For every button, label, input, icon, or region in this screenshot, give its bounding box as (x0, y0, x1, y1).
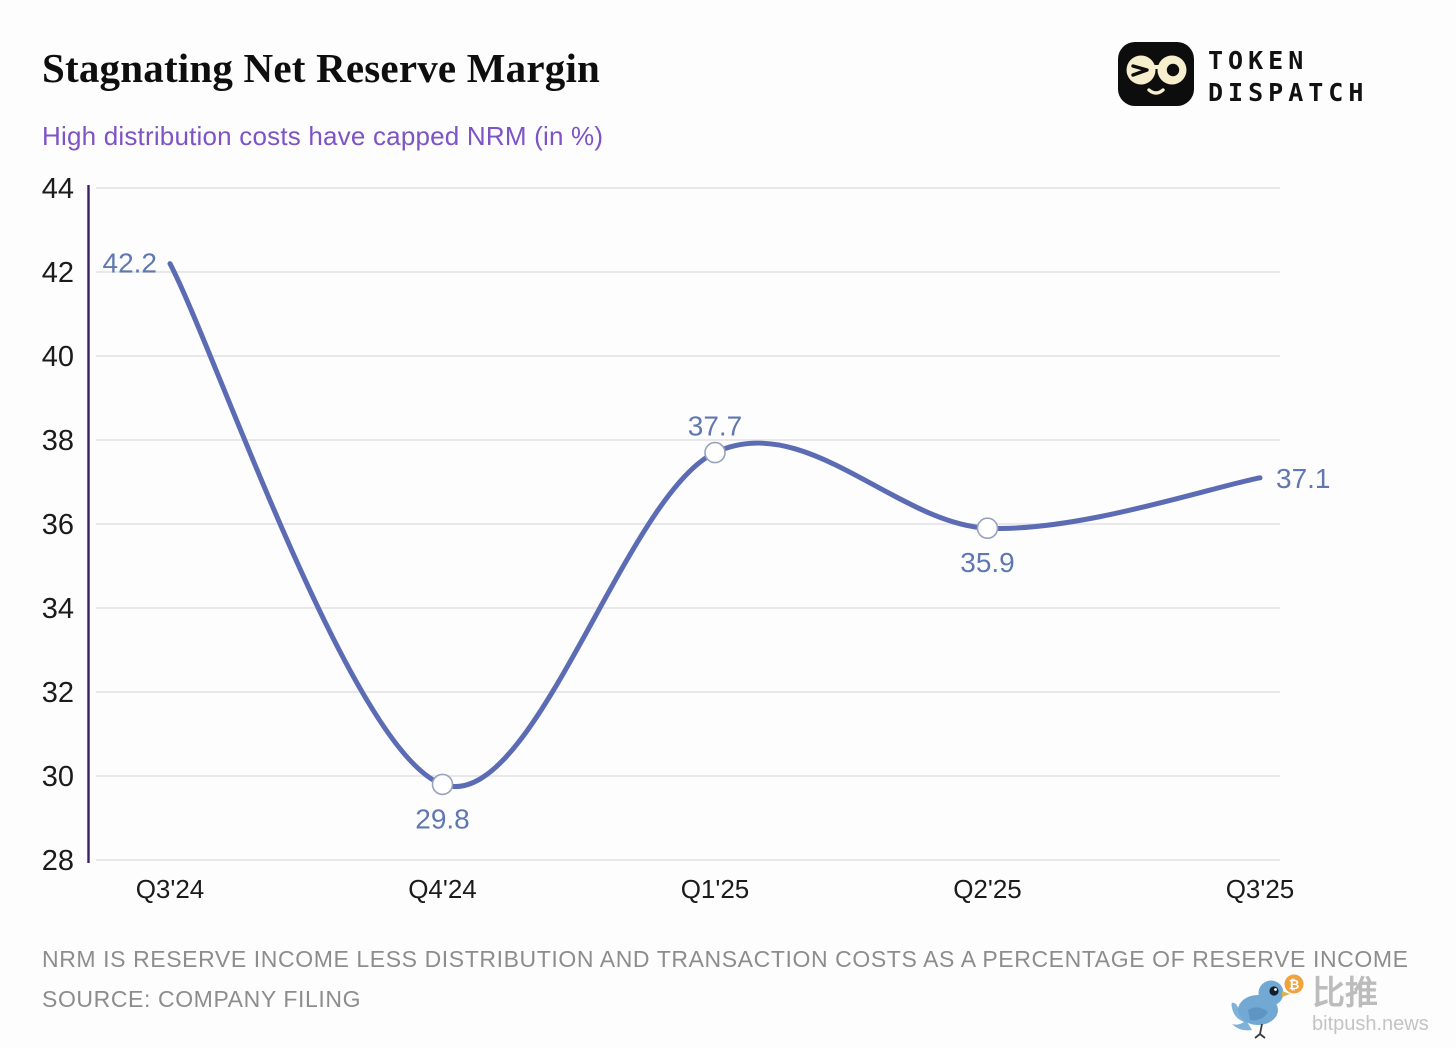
nrm-line-chart: 28 30 32 34 36 38 40 42 44 Q3'24 Q4'24 Q1'25 Q2'25 Q3… (42, 173, 1331, 904)
y-axis-tick-label: 38 (42, 425, 74, 457)
x-axis-tick-label: Q1'25 (681, 874, 750, 904)
bitpush-watermark: ₿ 比推 bitpush.news (1231, 973, 1428, 1039)
chart-source: SOURCE: COMPANY FILING (42, 986, 362, 1012)
y-axis-tick-label: 32 (42, 677, 74, 709)
chart-subtitle: High distribution costs have capped NRM … (42, 121, 604, 151)
data-point-label: 35.9 (960, 547, 1015, 578)
y-axis-tick-label: 28 (42, 845, 74, 877)
y-axis-tick-label: 36 (42, 509, 74, 541)
winking-face-glasses-icon (1118, 42, 1194, 106)
y-axis-tick-label: 40 (42, 341, 74, 373)
bitpush-domain: bitpush.news (1312, 1013, 1428, 1035)
x-axis-tick-label: Q3'25 (1226, 874, 1295, 904)
y-axis-tick-label: 30 (42, 761, 74, 793)
x-axis-tick-label: Q4'24 (408, 874, 477, 904)
svg-text:₿: ₿ (1289, 978, 1300, 993)
y-axis-tick-label: 44 (42, 173, 74, 205)
brand-text-dispatch: DISPATCH (1208, 78, 1368, 107)
bitpush-bird-icon: ₿ (1231, 974, 1304, 1039)
y-axis-tick-label: 34 (42, 593, 74, 625)
x-axis-tick-label: Q3'24 (136, 874, 205, 904)
data-point-label: 42.2 (103, 248, 158, 279)
brand-text-token: TOKEN (1208, 46, 1308, 75)
page-title: Stagnating Net Reserve Margin (42, 45, 601, 91)
token-dispatch-logo: TOKEN DISPATCH (1118, 42, 1368, 107)
data-point-marker (431, 773, 454, 796)
bitpush-cn-name: 比推 (1312, 973, 1378, 1012)
data-point-label: 29.8 (415, 803, 470, 834)
y-axis-tick-label: 42 (42, 257, 74, 289)
data-point-marker (704, 441, 726, 464)
x-axis-tick-label: Q2'25 (953, 874, 1022, 904)
chart-footnote: NRM IS RESERVE INCOME LESS DISTRIBUTION … (42, 946, 1409, 972)
data-point-label: 37.7 (688, 411, 743, 442)
data-point-marker (976, 517, 999, 540)
nrm-series-line (167, 261, 1263, 790)
data-point-label: 37.1 (1276, 463, 1331, 494)
